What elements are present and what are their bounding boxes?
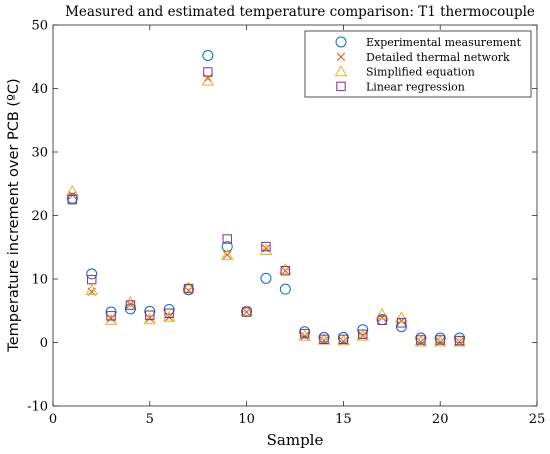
data-point <box>220 248 234 261</box>
data-point <box>278 262 292 275</box>
data-point <box>319 334 329 345</box>
data-point <box>241 307 252 317</box>
data-point <box>337 331 349 343</box>
data-point <box>396 318 407 328</box>
data-point <box>454 332 466 344</box>
y-tick-label: 0 <box>40 336 48 351</box>
legend-marker <box>335 36 347 48</box>
y-axis-label: Temperature increment over PCB (ºC) <box>6 78 22 352</box>
data-point <box>203 67 213 77</box>
data-point <box>145 310 155 320</box>
data-point <box>300 331 309 341</box>
legend: Experimental measurement Detailed thermal… <box>304 30 532 98</box>
data-point <box>415 332 427 344</box>
legend-label: Experimental measurement <box>366 36 522 49</box>
y-tick-label: 50 <box>31 19 48 34</box>
data-point <box>164 308 174 318</box>
data-point <box>395 311 408 323</box>
data-point <box>202 49 214 61</box>
legend-marker <box>334 65 348 77</box>
data-point <box>434 332 446 344</box>
data-point <box>85 283 99 296</box>
legend-marker <box>336 81 346 92</box>
data-point <box>223 250 232 260</box>
data-point <box>124 295 137 308</box>
data-point <box>259 243 273 256</box>
data-point <box>435 335 445 345</box>
x-tick-label: 10 <box>238 412 255 427</box>
data-point <box>163 303 175 315</box>
data-point <box>240 304 253 317</box>
data-point <box>453 335 466 347</box>
legend-marker <box>336 52 346 61</box>
legend-label: Detailed thermal network <box>366 51 510 64</box>
legend-item: Linear regression <box>336 80 465 93</box>
data-point <box>125 300 136 310</box>
data-point <box>414 335 428 347</box>
data-point <box>145 314 154 323</box>
data-point <box>106 311 116 321</box>
data-point <box>337 334 350 346</box>
legend-item: Simplified equation <box>334 65 475 79</box>
x-tick-label: 20 <box>432 412 449 427</box>
legend-item: Experimental measurement <box>335 36 522 49</box>
data-point <box>298 329 312 341</box>
legend-item: Detailed thermal network <box>336 51 510 64</box>
data-point <box>144 305 156 317</box>
x-tick-label: 25 <box>529 412 546 427</box>
data-point <box>201 74 215 86</box>
data-point <box>357 324 369 336</box>
data-point <box>280 266 291 276</box>
series-triangle <box>65 74 466 347</box>
chart-title: Measured and estimated temperature compa… <box>65 4 535 20</box>
data-point <box>182 281 195 293</box>
data-point <box>261 241 271 252</box>
data-point <box>299 328 310 339</box>
data-point <box>86 268 98 280</box>
data-point <box>260 272 272 284</box>
data-point <box>433 335 447 347</box>
legend-box <box>304 30 532 98</box>
y-tick-label: 10 <box>31 273 48 288</box>
data-point <box>87 274 97 285</box>
y-tick-label: -10 <box>27 400 48 415</box>
data-point <box>375 308 389 320</box>
data-point <box>356 329 370 341</box>
data-point <box>222 234 232 244</box>
data-point <box>454 335 465 346</box>
legend-label: Linear regression <box>366 80 465 93</box>
x-tick-label: 5 <box>146 412 154 427</box>
data-point <box>377 315 387 325</box>
legend-label: Simplified equation <box>366 66 475 79</box>
data-point <box>106 314 116 323</box>
y-tick-label: 30 <box>31 146 48 161</box>
x-tick-label: 0 <box>49 412 57 427</box>
data-point <box>279 283 291 295</box>
y-tick-label: 40 <box>31 82 48 97</box>
data-point <box>317 333 331 345</box>
data-point <box>358 329 368 339</box>
data-point <box>318 331 330 343</box>
data-point <box>377 313 387 322</box>
data-point <box>183 283 194 294</box>
series-square <box>67 67 465 346</box>
y-tick-label: 20 <box>31 209 48 224</box>
data-point <box>221 241 233 253</box>
data-marks <box>65 49 466 347</box>
data-point <box>67 194 78 205</box>
data-point <box>162 310 176 322</box>
x-axis-label: Sample <box>267 431 324 449</box>
data-point <box>416 335 426 345</box>
data-point <box>338 334 349 345</box>
data-point <box>105 306 117 318</box>
x-tick-label: 15 <box>335 412 352 427</box>
